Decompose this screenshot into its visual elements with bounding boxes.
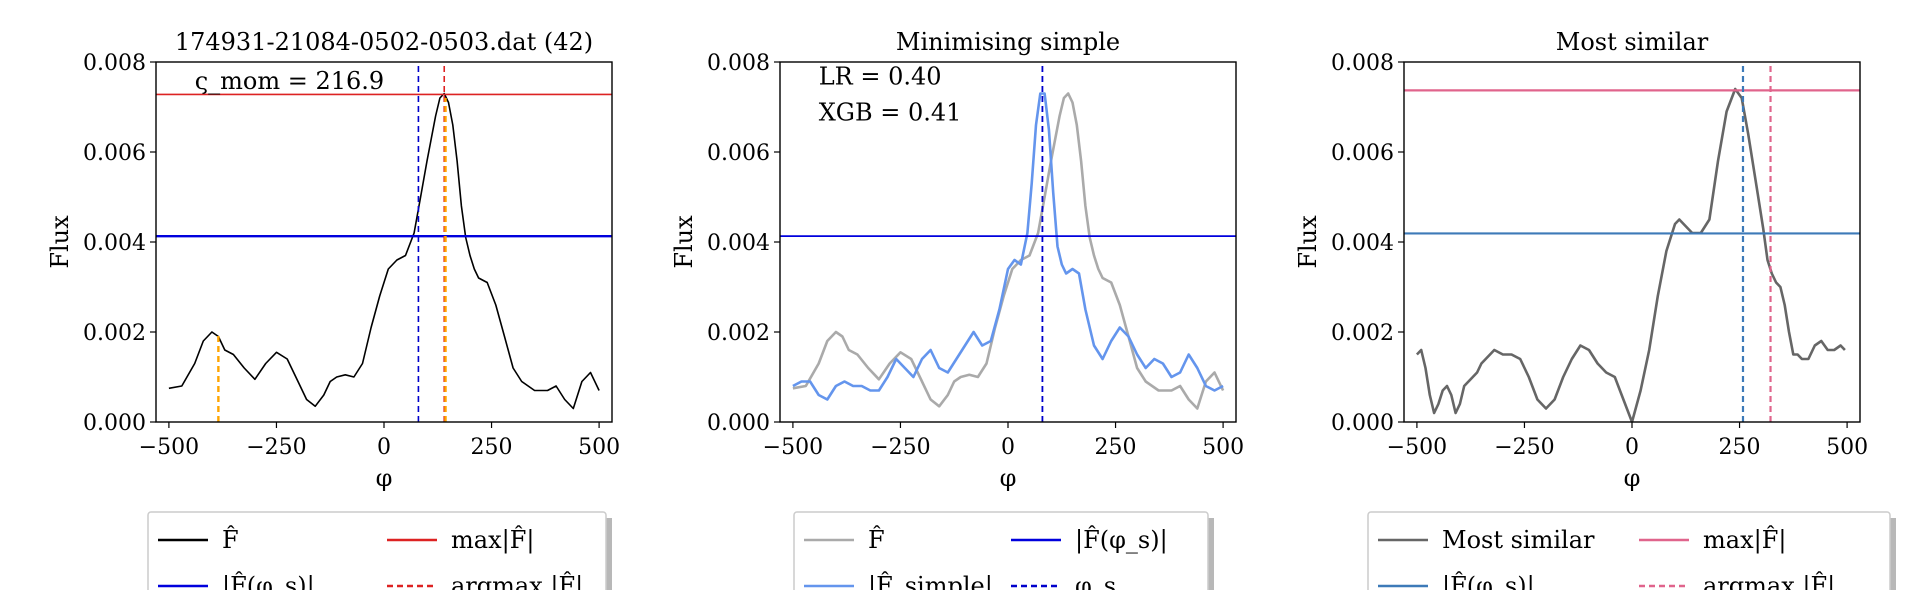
x-axis-label: φ <box>376 464 393 492</box>
x-tick-label: 500 <box>578 435 620 460</box>
legend-label: argmax |F̂| <box>451 572 583 590</box>
x-axis-label: φ <box>1624 464 1641 492</box>
x-tick-label: 0 <box>1625 435 1639 460</box>
x-tick-label: −500 <box>139 435 199 460</box>
plot-area <box>1404 62 1860 422</box>
x-tick-label: 0 <box>377 435 391 460</box>
y-axis-label: Flux <box>670 215 698 269</box>
legend-label: |F̂_simple| <box>868 572 993 590</box>
x-tick-label: −500 <box>1387 435 1447 460</box>
x-tick-label: 250 <box>1095 435 1137 460</box>
legend: F̂ |F̂(φ_s)| |F̂_simple| φ_s <box>793 511 1214 590</box>
x-tick-label: 500 <box>1202 435 1244 460</box>
legend-box <box>793 511 1209 590</box>
chart-panel-3: −500 −250 0 250 500 0.000 0.002 0.004 0.006 0.008… <box>1294 28 1896 590</box>
legend-label: F̂ <box>868 526 885 554</box>
series-1-line <box>792 92 1225 410</box>
chart-title: 174931-21084-0502-0503.dat (42) <box>175 28 593 56</box>
y-tick-label: 0.008 <box>83 51 146 76</box>
annotation-text: XGB = 0.41 <box>819 99 962 127</box>
legend: F̂ max|F̂| |F̂(φ_s)| argmax |F̂| <box>147 511 612 590</box>
annotation-text: LR = 0.40 <box>819 63 942 91</box>
x-tick-label: 250 <box>1719 435 1761 460</box>
legend-box <box>147 511 607 590</box>
legend-label: argmax |F̂| <box>1703 572 1835 590</box>
legend-box <box>1367 511 1891 590</box>
series-2-line <box>792 92 1224 401</box>
y-tick-label: 0.006 <box>1331 141 1394 166</box>
x-tick-label: 500 <box>1826 435 1868 460</box>
chart-panel-2: −500 −250 0 250 500 0.000 0.002 0.004 0.006 0.008… <box>670 28 1244 590</box>
chart-panel-1: −500 −250 0 250 500 0.000 0.002 0.004 0.006 0.008… <box>46 28 620 590</box>
axes-frame <box>1403 61 1861 423</box>
x-tick-label: 250 <box>471 435 513 460</box>
legend-label: |F̂(φ_s)| <box>222 572 315 590</box>
annotation-text: ς_mom = 216.9 <box>195 67 384 95</box>
chart-title: Most similar <box>1556 28 1709 56</box>
x-tick-label: −500 <box>763 435 823 460</box>
legend: Most similar max|F̂| |F̂(φ_s)| argmax |F̂| <box>1367 511 1896 590</box>
plot-area <box>156 62 612 422</box>
y-tick-label: 0.000 <box>707 411 770 436</box>
x-tick-label: −250 <box>870 435 930 460</box>
y-axis-label: Flux <box>1294 215 1322 269</box>
y-tick-label: 0.004 <box>83 231 146 256</box>
chart-title: Minimising simple <box>896 28 1120 56</box>
legend-label: max|F̂| <box>1703 526 1786 555</box>
legend-label: |F̂(φ_s)| <box>1442 572 1535 590</box>
legend-label: Most similar <box>1442 526 1595 554</box>
legend-label: |F̂(φ_s)| <box>1075 526 1168 555</box>
y-tick-label: 0.000 <box>83 411 146 436</box>
y-tick-label: 0.006 <box>83 141 146 166</box>
y-axis-label: Flux <box>46 215 74 269</box>
y-tick-label: 0.008 <box>1331 51 1394 76</box>
series-1-line <box>168 92 600 410</box>
x-tick-label: 0 <box>1001 435 1015 460</box>
legend-label: F̂ <box>222 526 239 554</box>
y-tick-label: 0.004 <box>1331 231 1394 256</box>
axes-frame <box>155 61 613 423</box>
y-tick-label: 0.006 <box>707 141 770 166</box>
series-1-line <box>1415 87 1846 422</box>
y-tick-label: 0.002 <box>707 321 770 346</box>
x-tick-label: −250 <box>246 435 306 460</box>
legend-label: max|F̂| <box>451 526 534 555</box>
plot-area <box>780 62 1236 422</box>
legend-label: φ_s <box>1075 572 1116 590</box>
y-tick-label: 0.000 <box>1331 411 1394 436</box>
y-tick-label: 0.004 <box>707 231 770 256</box>
x-axis-label: φ <box>1000 464 1017 492</box>
y-tick-label: 0.008 <box>707 51 770 76</box>
y-tick-label: 0.002 <box>83 321 146 346</box>
x-tick-label: −250 <box>1494 435 1554 460</box>
y-tick-label: 0.002 <box>1331 321 1394 346</box>
